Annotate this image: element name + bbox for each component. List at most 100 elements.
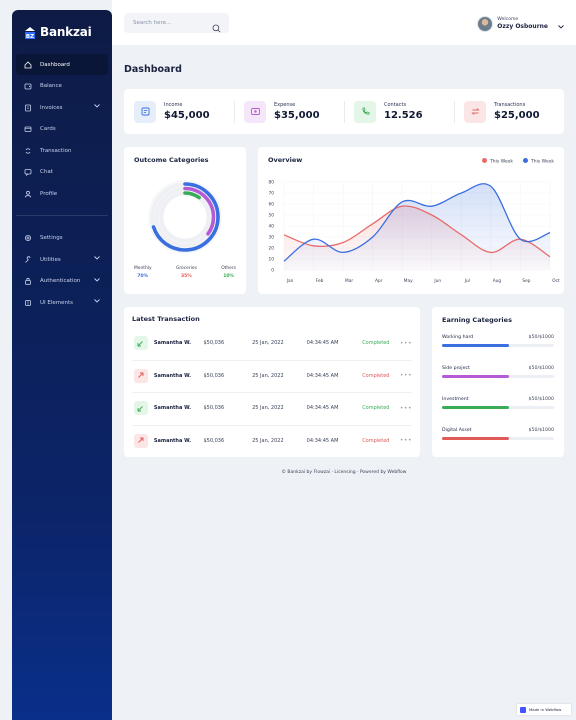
more-options-icon[interactable]: ••• [399, 372, 412, 379]
tx-time: 04:34:45 AM [306, 372, 339, 379]
earning-value: $50/$1000 [528, 366, 554, 371]
search-input[interactable] [133, 20, 213, 26]
outcome-ring-chart [148, 180, 222, 254]
tx-amount: $50,036 [203, 405, 225, 411]
table-row[interactable]: Samantha W. $50,036 25 Jan, 2022 04:34:45 A… [132, 327, 412, 359]
tx-date: 25 Jan, 2022 [252, 405, 284, 411]
arrow-down-left-icon [134, 401, 148, 415]
row-divider [132, 392, 412, 393]
footer-powered-link[interactable]: Webflow [387, 470, 407, 475]
category-label: Groceries [175, 266, 197, 271]
stat-transactions: Transactions $25,000 [454, 89, 564, 134]
transactions-title: Latest Transaction [132, 315, 200, 323]
search-box [124, 13, 229, 33]
ring-track [159, 191, 211, 243]
logo[interactable]: BZ Bankzai [12, 10, 112, 46]
legend-label: This Week [490, 159, 514, 165]
earning-label: Working hard [442, 335, 474, 340]
tx-name: Samantha W. [153, 405, 192, 411]
ring-guide [148, 180, 222, 254]
outcome-categories-card: Outcome Categories Monthly 70% Groceries 35… [124, 147, 246, 294]
sidebar-item-invoices[interactable]: Invoices [16, 97, 108, 118]
x-tick-label: Apr [375, 278, 383, 284]
stat-value: $25,000 [494, 110, 540, 121]
progress-bar [442, 437, 554, 440]
x-tick-label: May [404, 278, 413, 284]
latest-transaction-card: Latest Transaction Samantha W. $50,036 25 … [124, 307, 420, 457]
chevron-down-icon [94, 299, 100, 305]
sidebar-item-chat[interactable]: Chat [16, 162, 108, 183]
transaction-icon [24, 147, 32, 155]
arrow-down-left-icon [134, 336, 148, 350]
sidebar-item-settings[interactable]: Settings [16, 228, 108, 249]
sidebar-item-authentication[interactable]: Authentication [16, 271, 108, 292]
sidebar-item-utilities[interactable]: Utilities [16, 249, 108, 270]
y-tick-label: 0 [271, 268, 274, 274]
x-tick-label: Feb [316, 278, 324, 284]
made-in-webflow-badge[interactable]: Made in Webflow [517, 704, 571, 715]
progress-bar [442, 375, 554, 378]
sidebar-item-balance[interactable]: Balance [16, 76, 108, 97]
table-row[interactable]: Samantha W. $50,036 25 Jan, 2022 04:34:45 A… [132, 425, 412, 457]
avatar[interactable] [477, 15, 494, 32]
ring-guide [162, 194, 208, 240]
legend-dot [523, 158, 529, 163]
card-icon [24, 125, 32, 133]
category-value: 35% [181, 274, 192, 279]
table-row[interactable]: Samantha W. $50,036 25 Jan, 2022 04:34:45 A… [132, 392, 412, 424]
category-value: 70% [137, 274, 149, 279]
legend-item: This Week [482, 158, 513, 165]
sidebar-item-ui-elements[interactable]: UI Elements [16, 292, 108, 313]
more-options-icon[interactable]: ••• [399, 404, 412, 412]
status-badge: Completed [362, 340, 390, 346]
category-label: Others [221, 266, 236, 271]
outcome-category: Monthly 70% [134, 266, 152, 279]
chevron-down-icon [94, 277, 100, 284]
sidebar-item-cards[interactable]: Cards [16, 119, 108, 140]
tx-amount: $50,036 [203, 437, 225, 444]
table-row[interactable]: Samantha W. $50,036 25 Jan, 2022 04:34:45 A… [132, 360, 412, 392]
sidebar-item-profile[interactable]: Profile [16, 184, 108, 205]
footer: © Bankzai by Flowzai · Licensing · Power… [124, 470, 564, 475]
ring-arc-2 [159, 191, 211, 243]
legend-label: This Week [531, 159, 554, 165]
status-badge: Completed [362, 405, 390, 411]
earning-label: Side project [442, 366, 470, 371]
stats-card: Income $45,000 Expense $35,000 Contacts 12.52… [124, 89, 564, 134]
x-tick-label: Jan [286, 278, 294, 284]
footer-author-link[interactable]: Flowzai [313, 470, 331, 475]
layers-icon [24, 299, 32, 307]
sidebar-item-dashboard[interactable]: Dashboard [16, 54, 108, 75]
sidebar-item-transaction[interactable]: Transaction [16, 140, 108, 161]
sidebar-item-label: UI Elements [40, 299, 74, 306]
utilities-icon [24, 255, 32, 264]
stat-value: $45,000 [164, 110, 210, 121]
earning-value: $50/$1000 [528, 397, 554, 402]
stat-value: $35,000 [274, 110, 320, 121]
y-tick-label: 80 [269, 180, 275, 186]
ring-guide [158, 190, 212, 244]
x-tick-label: Jun [433, 278, 441, 284]
user-menu[interactable]: Welcome Ozzy Osbourne [477, 14, 564, 33]
earning-label: Digital Asset [442, 428, 472, 433]
gear-icon [24, 234, 32, 242]
outcome-legend: Monthly 70% Groceries 35% Others 10% [134, 266, 236, 279]
stat-expense: Expense $35,000 [234, 89, 344, 134]
overview-line-chart: 0 10 20 30 40 50 60 70 80 Jan Feb Mar Apr May Jun Jul Au… [269, 180, 560, 285]
chevron-down-icon[interactable] [558, 14, 564, 33]
outcome-title: Outcome Categories [134, 156, 209, 164]
ring-arc-1 [154, 186, 216, 248]
logo-icon: BZ [24, 25, 36, 40]
more-options-icon[interactable]: ••• [399, 437, 412, 444]
stat-label: Transactions [494, 102, 526, 108]
chevron-down-icon [94, 256, 100, 262]
tx-time: 04:34:45 AM [306, 340, 339, 346]
ring-guide [153, 185, 217, 249]
legend-item: This Week [523, 158, 554, 165]
x-tick-label: Mar [345, 278, 353, 284]
tx-name: Samantha W. [153, 372, 192, 379]
more-options-icon[interactable]: ••• [399, 339, 412, 347]
search-icon[interactable] [212, 18, 221, 37]
progress-fill [442, 375, 510, 378]
tx-name: Samantha W. [153, 437, 192, 444]
